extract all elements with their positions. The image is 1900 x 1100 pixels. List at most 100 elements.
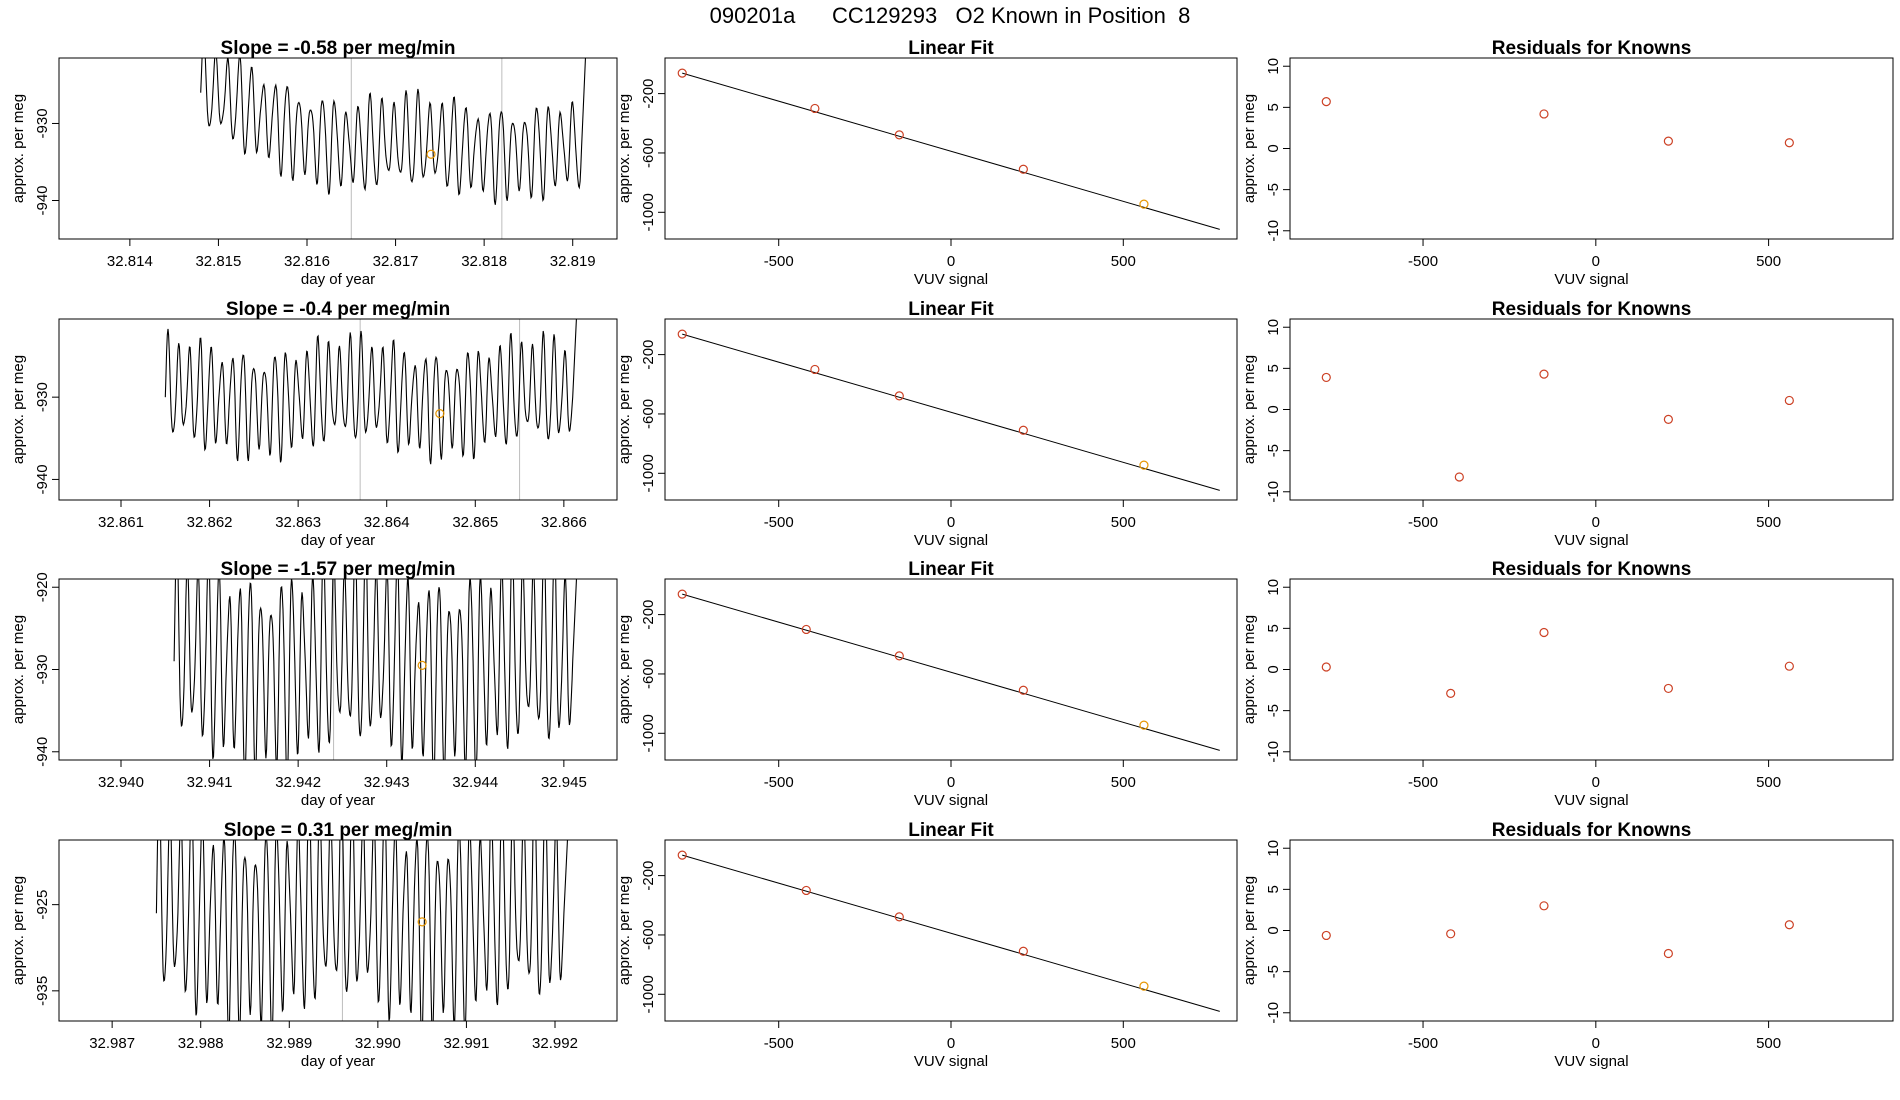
x-tick-label: 32.987 [89, 1035, 135, 1052]
x-tick-label: -500 [764, 514, 794, 531]
panel-3-1: Linear Fit -500 0 500 -200 -600 -1000 VUV signa… [616, 820, 1238, 1070]
data-point [1539, 901, 1549, 911]
x-tick-label: -500 [764, 253, 794, 270]
y-tick-label: -5 [1265, 444, 1282, 457]
y-tick-label: 0 [1265, 665, 1282, 673]
y-tick-label: -1000 [640, 193, 657, 231]
x-tick-label: 32.991 [443, 1035, 489, 1052]
x-tick-label: -500 [764, 774, 794, 791]
panel-3-0: Slope = 0.31 per meg/min 32.987 32.988 32.9… [10, 820, 618, 1070]
x-axis-label: day of year [301, 271, 375, 288]
data-point [677, 850, 687, 860]
data-point [894, 391, 904, 401]
panel-title: Slope = -0.4 per meg/min [226, 299, 450, 320]
x-tick-label: -500 [764, 1035, 794, 1052]
y-tick-label: 5 [1265, 624, 1282, 632]
y-tick-label: -940 [34, 185, 51, 215]
y-axis-label: approx. per meg [1241, 615, 1258, 724]
highlight-point [417, 660, 427, 670]
plot-area [677, 850, 1220, 1012]
data-point [1321, 372, 1331, 383]
panel-title: Residuals for Knowns [1492, 559, 1692, 580]
data-point [1018, 164, 1028, 174]
data-point [894, 651, 904, 661]
signal-trace [155, 840, 569, 1021]
panel-2-1: Linear Fit -500 0 500 -200 -600 -1000 VUV signa… [616, 559, 1238, 809]
data-point [1539, 627, 1549, 638]
y-tick-label: 0 [1265, 926, 1282, 934]
y-tick-label: -5 [1265, 183, 1282, 196]
panel-title: Linear Fit [908, 820, 994, 841]
plot-area [1321, 627, 1794, 698]
x-tick-label: 32.944 [452, 774, 498, 791]
fit-line [682, 333, 1220, 491]
data-point [1663, 136, 1673, 146]
y-tick-label: -10 [1265, 220, 1282, 242]
y-tick-label: 5 [1265, 103, 1282, 111]
x-axis-label: VUV signal [914, 1053, 988, 1070]
y-tick-label: 5 [1265, 885, 1282, 893]
fit-line [682, 72, 1220, 230]
x-tick-label: 32.942 [275, 774, 321, 791]
x-tick-label: 500 [1111, 774, 1136, 791]
data-point [1663, 948, 1673, 959]
plot-area [677, 329, 1220, 491]
data-point [1018, 685, 1028, 695]
data-point [1784, 661, 1794, 671]
plot-frame [1289, 57, 1894, 240]
x-tick-label: 0 [947, 774, 955, 791]
plot-frame [1289, 578, 1894, 761]
x-tick-label: 32.940 [98, 774, 144, 791]
plot-area [677, 68, 1220, 230]
data-point [1454, 472, 1464, 482]
data-point [1018, 425, 1028, 435]
signal-trace [173, 579, 578, 760]
y-tick-label: -200 [640, 79, 657, 109]
x-tick-label: 32.814 [107, 253, 153, 270]
y-tick-label: -5 [1265, 704, 1282, 717]
x-tick-label: -500 [1408, 774, 1438, 791]
x-axis-label: VUV signal [914, 532, 988, 549]
data-point [677, 589, 687, 599]
y-axis-label: approx. per meg [616, 615, 633, 724]
y-tick-label: -600 [640, 138, 657, 168]
highlight-point [426, 149, 436, 159]
fit-line [682, 854, 1220, 1012]
x-tick-label: 32.815 [195, 253, 241, 270]
x-axis-label: day of year [301, 1053, 375, 1070]
panel-title: Residuals for Knowns [1492, 299, 1692, 320]
y-tick-label: -920 [34, 572, 51, 602]
y-tick-label: 0 [1265, 144, 1282, 152]
x-tick-label: 32.861 [98, 514, 144, 531]
x-tick-label: 0 [1592, 1035, 1600, 1052]
panel-title: Residuals for Knowns [1492, 820, 1692, 841]
x-axis-label: day of year [301, 532, 375, 549]
x-axis-label: VUV signal [1554, 271, 1628, 288]
data-point [810, 364, 820, 375]
data-point [1139, 199, 1149, 209]
x-tick-label: 0 [1592, 253, 1600, 270]
plot-frame [1289, 318, 1894, 501]
x-tick-label: 32.817 [373, 253, 419, 270]
x-tick-label: 32.865 [452, 514, 498, 531]
panel-title: Slope = -0.58 per meg/min [221, 38, 456, 59]
x-axis-label: VUV signal [914, 792, 988, 809]
y-tick-label: -940 [34, 464, 51, 494]
plot-frame [1289, 839, 1894, 1022]
y-tick-label: 10 [1265, 58, 1282, 75]
x-tick-label: 32.990 [355, 1035, 401, 1052]
panel-1-2: Residuals for Knowns -500 0 500 10 5 0 -5 -10 VUV… [1241, 299, 1894, 549]
y-tick-label: 0 [1265, 405, 1282, 413]
y-tick-label: -600 [640, 920, 657, 950]
y-axis-label: approx. per meg [1241, 355, 1258, 464]
y-tick-label: -925 [34, 890, 51, 920]
x-tick-label: 500 [1111, 1035, 1136, 1052]
data-point [1539, 109, 1549, 119]
x-axis-label: VUV signal [914, 271, 988, 288]
panel-0-2: Residuals for Knowns -500 0 500 10 5 0 -5 -10 VUV… [1241, 38, 1894, 288]
x-tick-label: 500 [1111, 514, 1136, 531]
x-tick-label: 500 [1111, 253, 1136, 270]
plot-frame [58, 839, 618, 1022]
panel-1-0: Slope = -0.4 per meg/min 32.861 32.862 32.8… [10, 299, 618, 549]
